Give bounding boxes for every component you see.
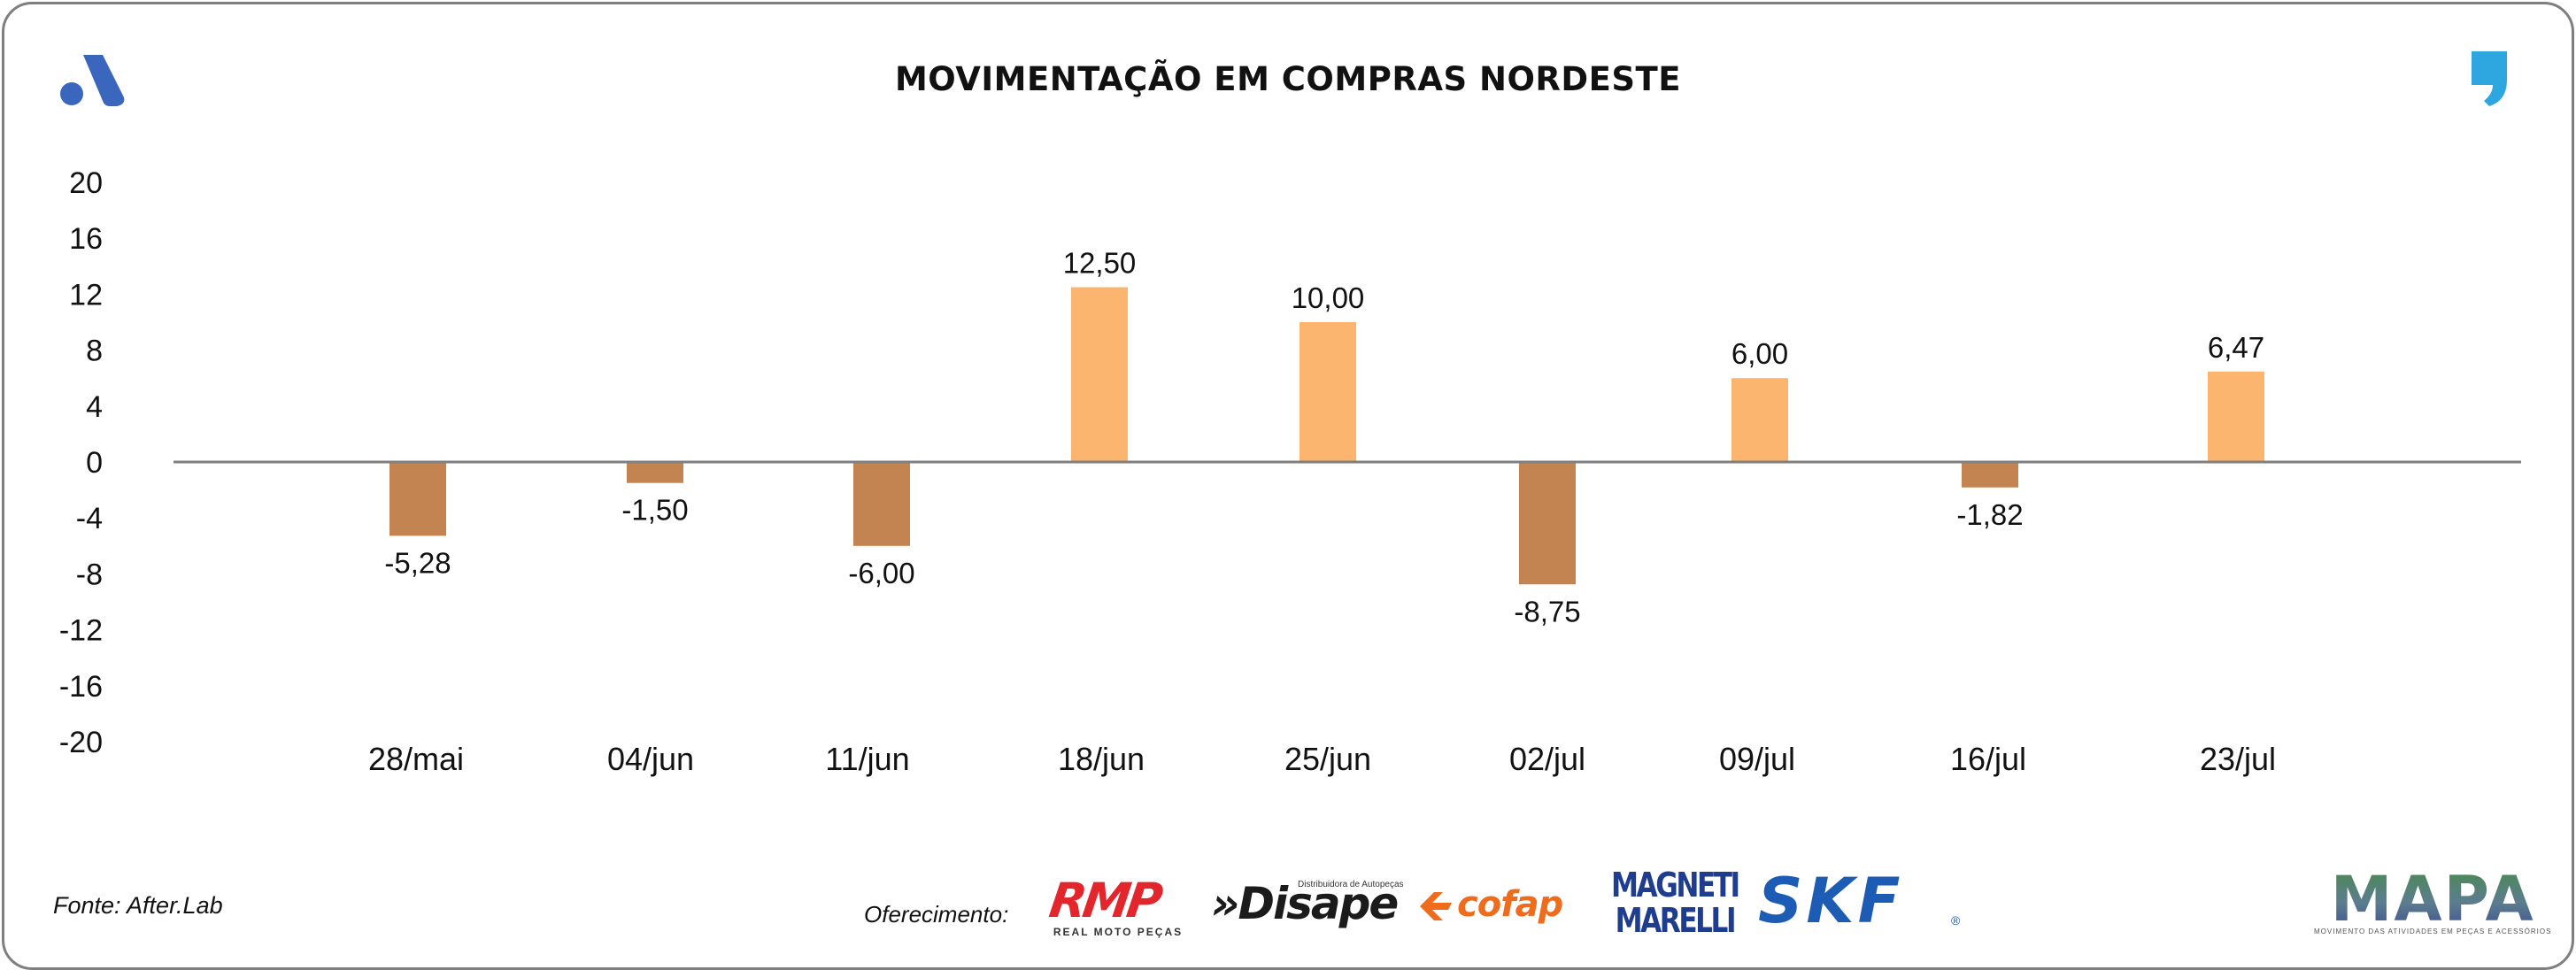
skf-logo: SKF ® xyxy=(1758,865,1960,937)
x-tick-label: 25/jun xyxy=(1284,741,1371,777)
bar xyxy=(1300,322,1356,462)
y-tick-label: -4 xyxy=(76,502,103,535)
sponsor-label: Oferecimento: xyxy=(864,901,1009,928)
magneti-line-1: MAGNETI xyxy=(1611,866,1740,905)
y-tick-label: -20 xyxy=(59,726,103,759)
data-label: 6,00 xyxy=(1731,337,1788,370)
source-note: Fonte: After.Lab xyxy=(53,892,223,919)
y-tick-label: 12 xyxy=(69,278,103,312)
y-tick-label: 20 xyxy=(69,166,103,200)
magneti-marelli-logo: MAGNETI MARELLI xyxy=(1611,867,1766,938)
bar xyxy=(2208,371,2264,462)
y-tick-label: 4 xyxy=(86,390,103,424)
mapa-logo: MAPA MOVIMENTO DAS ATIVIDADES EM PEÇAS E… xyxy=(2314,866,2551,935)
x-tick-label: 11/jun xyxy=(825,741,909,777)
rmp-logo-subtext: REAL MOTO PEÇAS xyxy=(1053,926,1184,938)
data-label: -5,28 xyxy=(384,546,451,579)
bar xyxy=(627,462,683,483)
bar xyxy=(1519,462,1576,585)
mapa-logo-subtext: MOVIMENTO DAS ATIVIDADES EM PEÇAS E ACES… xyxy=(2314,928,2552,935)
y-tick-label: 8 xyxy=(86,335,103,368)
bar xyxy=(1962,462,2018,488)
data-label: -1,82 xyxy=(1956,498,2023,531)
disape-logo-text: »Disape xyxy=(1211,878,1399,929)
bar xyxy=(1071,287,1128,462)
rmp-logo-text: RMP xyxy=(1045,873,1163,928)
x-tick-label: 04/jun xyxy=(607,741,694,777)
cofap-logo-text: cofap xyxy=(1457,884,1563,925)
comma-quote-icon xyxy=(2470,50,2509,112)
y-tick-label: 16 xyxy=(69,222,103,256)
disape-tagline: Distribuidora de Autopeças xyxy=(1298,880,1404,889)
magneti-line-2: MARELLI xyxy=(1615,901,1737,940)
skf-registered-mark: ® xyxy=(1951,913,1961,928)
x-tick-label: 18/jun xyxy=(1058,741,1145,777)
x-tick-label: 23/jul xyxy=(2200,741,2276,777)
data-label: -6,00 xyxy=(848,557,914,589)
data-label: 12,50 xyxy=(1063,247,1137,280)
x-axis: 28/mai 04/jun 11/jun 18/jun 25/jun 02/jul 09/j… xyxy=(368,741,2276,777)
y-axis: 20 16 12 8 4 0 -4 -8 -12 -16 -20 xyxy=(59,166,103,759)
bar-chart: 20 16 12 8 4 0 -4 -8 -12 -16 -20 -5,28 -1,50 -6,00 12… xyxy=(59,166,2521,777)
data-label: -1,50 xyxy=(621,494,688,527)
bar xyxy=(1731,378,1788,462)
data-label: 6,47 xyxy=(2208,331,2264,364)
data-label: 10,00 xyxy=(1292,281,1365,314)
y-tick-label: -12 xyxy=(59,614,103,648)
cofap-logo: cofap xyxy=(1420,884,1563,925)
bar xyxy=(389,462,446,536)
x-tick-label: 16/jul xyxy=(1950,741,2026,777)
rmp-logo: RMP REAL MOTO PEÇAS xyxy=(1046,873,1186,938)
x-tick-label: 02/jul xyxy=(1509,741,1585,777)
x-tick-label: 09/jul xyxy=(1719,741,1795,777)
data-labels: -5,28 -1,50 -6,00 12,50 10,00 -8,75 6,00 -1,82 6… xyxy=(384,247,2264,628)
disape-logo: Distribuidora de Autopeças »Disape xyxy=(1211,876,1404,931)
x-tick-label: 28/mai xyxy=(368,741,464,777)
mapa-logo-text: MAPA xyxy=(2314,866,2551,933)
chart-title: MOVIMENTAÇÃO EM COMPRAS NORDESTE xyxy=(894,60,1682,98)
y-tick-label: 0 xyxy=(86,446,103,480)
bars xyxy=(389,287,2264,585)
bar xyxy=(853,462,910,546)
brand-a-logo-icon xyxy=(57,42,127,114)
data-label: -8,75 xyxy=(1514,595,1580,627)
y-tick-label: -8 xyxy=(76,558,103,591)
skf-logo-text: SKF xyxy=(1758,865,1904,937)
y-tick-label: -16 xyxy=(59,670,103,704)
cofap-mark-icon xyxy=(1420,892,1452,920)
